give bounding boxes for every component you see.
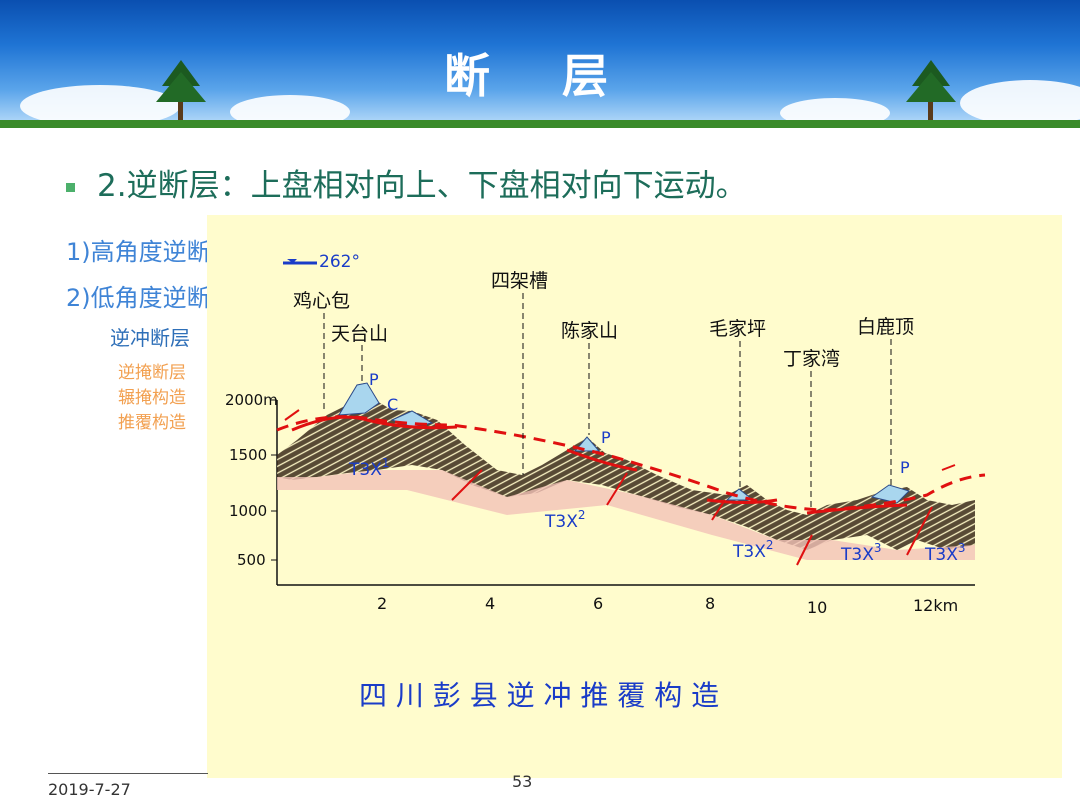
x-tick-12km: 12km (913, 596, 958, 615)
y-axis: 2000m 1500 1000 500 (225, 391, 278, 585)
fault-ticks (284, 409, 956, 566)
rock-label-c: C (387, 395, 398, 414)
place-bailuding: 白鹿顶 (857, 316, 914, 338)
thrust-fault-line (706, 498, 778, 504)
term-overthrust: 逆掩断层 (118, 363, 186, 383)
x-tick-6: 6 (593, 594, 603, 613)
slide-title: 断 层 (443, 49, 636, 103)
rock-labels: P C P P (369, 370, 910, 477)
place-sijiacao: 四架槽 (491, 270, 548, 292)
place-labels: 鸡心包 天台山 四架槽 陈家山 毛家坪 丁家湾 白鹿顶 (293, 270, 914, 510)
pink-base-layer (277, 470, 975, 560)
thrust-fault-line (566, 448, 638, 472)
x-tick-4: 4 (485, 594, 495, 613)
unit-labels: T3X1 T3X2 T3X2 T3X3 T3X3 (348, 456, 966, 565)
bearing-label: 262° (319, 252, 360, 272)
unit-t3x3: T3X3 (924, 541, 966, 565)
slide-date: 2019-7-27 (48, 780, 131, 799)
bullet-icon (66, 183, 75, 192)
limestone-cap (338, 382, 380, 416)
thrust-fault-line (276, 415, 986, 512)
term-nappe: 辗掩构造 (118, 388, 186, 408)
unit-t3x3: T3X3 (840, 541, 882, 565)
x-tick-10: 10 (807, 598, 827, 617)
tree-icon (906, 60, 956, 128)
thrust-fault-line (291, 415, 458, 432)
subpoint-low-angle: 2)低角度逆断层 (66, 284, 235, 312)
cross-section-figure: 262° 2000m 1500 1000 500 2 4 6 8 10 12km (207, 215, 1062, 778)
rock-label-p: P (369, 370, 379, 389)
x-axis: 2 4 6 8 10 12km (277, 584, 975, 617)
x-tick-2: 2 (377, 594, 387, 613)
x-tick-8: 8 (705, 594, 715, 613)
place-chenjiashan: 陈家山 (561, 320, 618, 342)
term-thrust-sheet: 推覆构造 (118, 413, 186, 433)
y-tick-500: 500 (237, 551, 266, 569)
tree-icon (156, 60, 206, 128)
place-maojiaping: 毛家坪 (709, 318, 766, 340)
figure-caption: 四 川 彭 县 逆 冲 推 覆 构 造 (359, 679, 719, 712)
rock-label-p: P (601, 428, 611, 447)
limestone-cap (870, 484, 910, 504)
place-tiantaishan: 天台山 (331, 323, 388, 345)
place-dingjiawan: 丁家湾 (783, 348, 840, 370)
bearing-indicator: 262° (283, 252, 360, 272)
main-bullet: 2.逆断层：上盘相对向上、下盘相对向下运动。 (66, 160, 747, 205)
unit-t3x1: T3X1 (348, 456, 390, 480)
footer-divider (48, 773, 208, 774)
header-banner: 断 层 (0, 0, 1080, 128)
place-jixinbao: 鸡心包 (293, 290, 350, 312)
unit-t3x2: T3X2 (732, 538, 774, 562)
subpoint-thrust: 逆冲断层 (110, 326, 190, 350)
thrust-fault-line (806, 503, 908, 515)
main-point-text: 2.逆断层：上盘相对向上、下盘相对向下运动。 (97, 168, 747, 204)
subpoint-high-angle: 1)高角度逆断层 (66, 238, 235, 266)
y-tick-1000: 1000 (229, 502, 267, 520)
page-number: 53 (512, 772, 533, 791)
y-tick-1500: 1500 (229, 446, 267, 464)
y-tick-2000: 2000m (225, 391, 278, 409)
unit-t3x2: T3X2 (544, 508, 586, 532)
rock-label-p: P (900, 458, 910, 477)
